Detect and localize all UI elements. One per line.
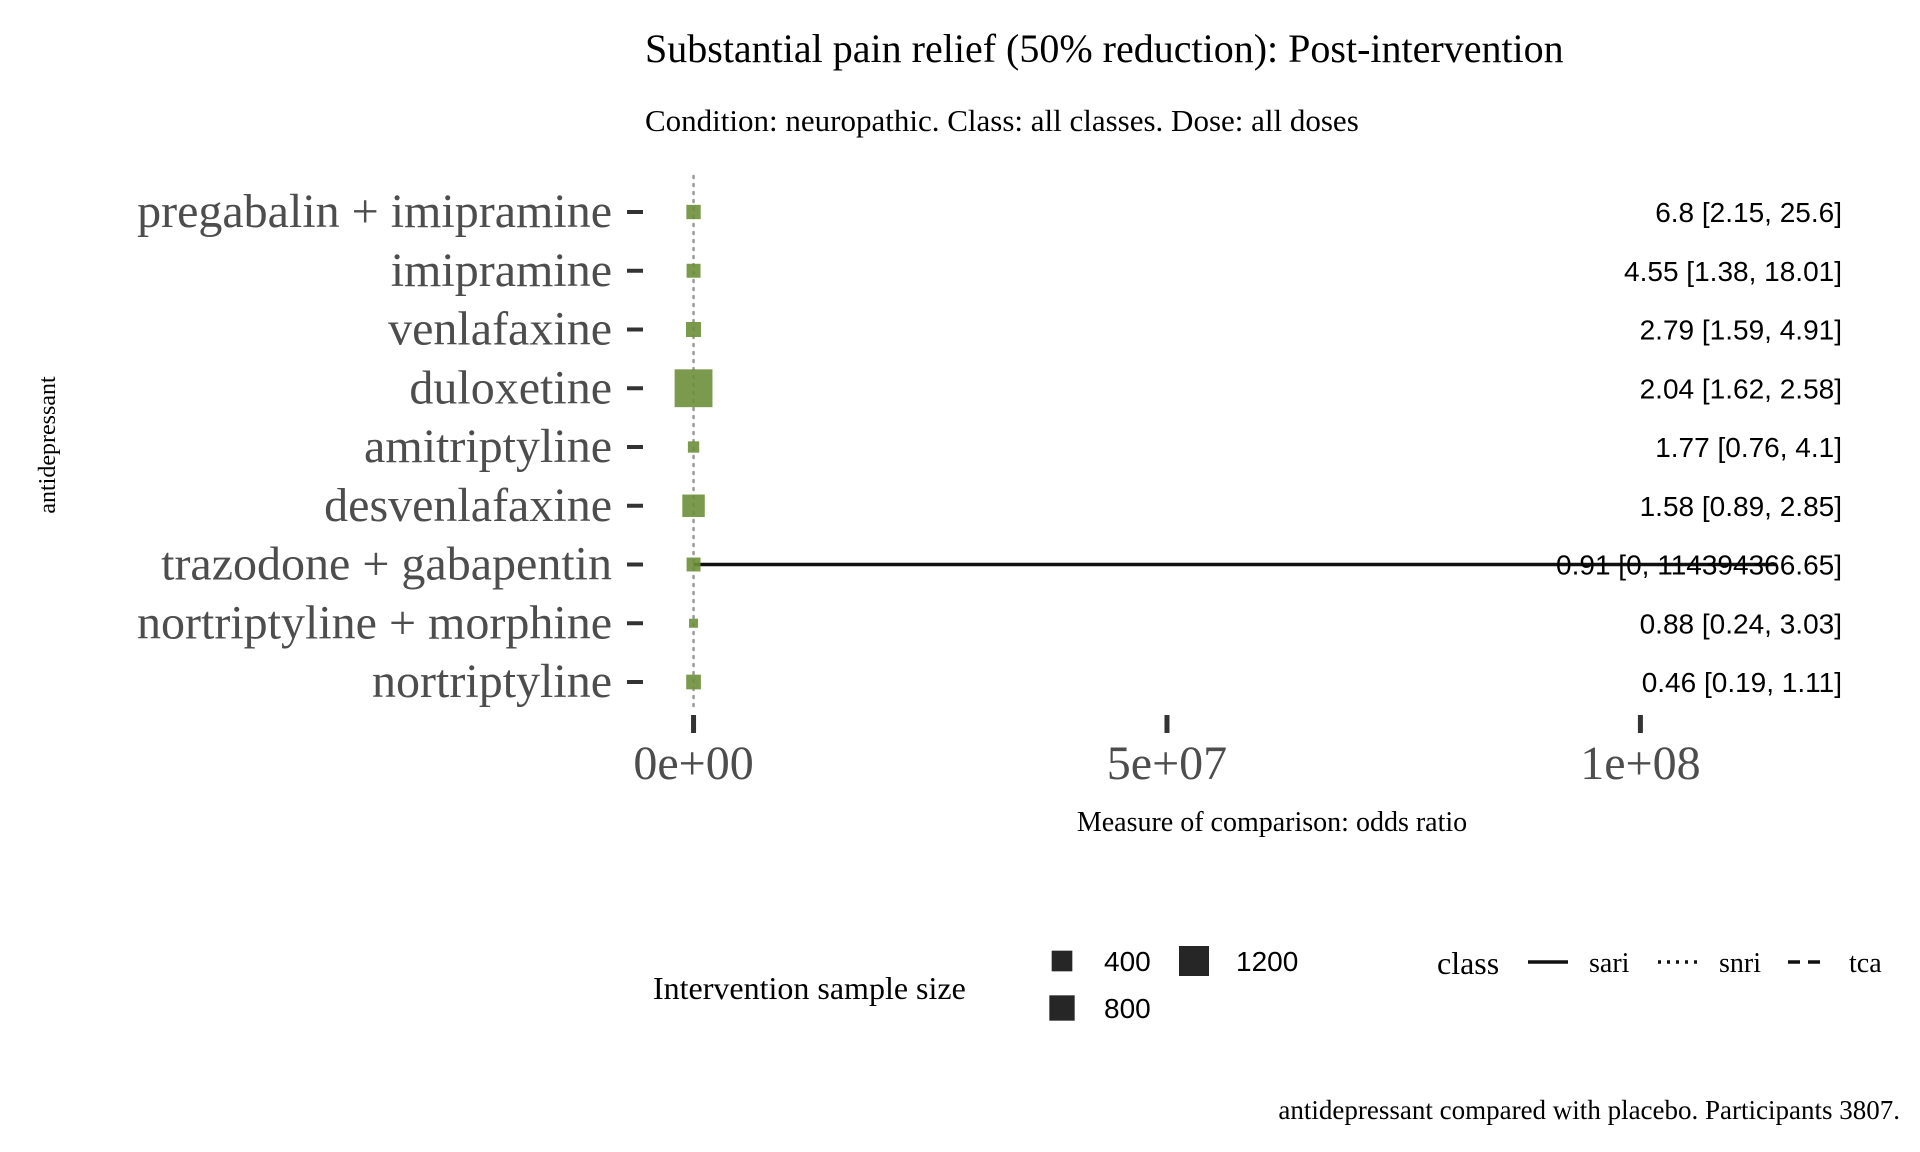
point-duloxetine xyxy=(674,369,713,408)
value-label-desvenlafaxine: 1.58 [0.89, 2.85] xyxy=(1640,491,1842,522)
x-tick-label-5e+07: 5e+07 xyxy=(1107,737,1227,790)
legend-class-label-tca: tca xyxy=(1849,948,1882,979)
legend-size-key-1200 xyxy=(1179,946,1209,976)
legend-size-key-400 xyxy=(1051,950,1073,972)
value-label-nortriptyline: 0.46 [0.19, 1.11] xyxy=(1642,667,1842,698)
legend-size-title: Intervention sample size xyxy=(653,970,966,1006)
legend-size-label-1200: 1200 xyxy=(1236,946,1298,977)
point-amitriptyline xyxy=(687,441,700,453)
value-label-amitriptyline: 1.77 [0.76, 4.1] xyxy=(1655,432,1842,463)
point-imipramine xyxy=(686,263,701,278)
y-tick-label-duloxetine: duloxetine xyxy=(409,361,612,414)
y-tick-label-nortriptyline: nortriptyline xyxy=(372,655,612,708)
y-axis-title: antidepressant xyxy=(35,376,61,514)
y-tick-label-amitriptyline: amitriptyline xyxy=(364,420,612,473)
value-label-venlafaxine: 2.79 [1.59, 4.91] xyxy=(1640,315,1842,346)
value-label-duloxetine: 2.04 [1.62, 2.58] xyxy=(1640,373,1842,404)
y-tick-label-trazodone-gabapentin: trazodone + gabapentin xyxy=(161,538,612,591)
x-tick-label-1e+08: 1e+08 xyxy=(1580,737,1700,790)
point-venlafaxine xyxy=(686,321,702,338)
value-label-imipramine: 4.55 [1.38, 18.01] xyxy=(1624,256,1842,287)
chart-title: Substantial pain relief (50% reduction):… xyxy=(645,26,1564,71)
value-label-pregabalin-imipramine: 6.8 [2.15, 25.6] xyxy=(1655,197,1842,228)
point-trazodone-gabapentin xyxy=(686,557,701,572)
point-pregabalin-imipramine xyxy=(686,204,701,220)
y-tick-label-nortriptyline-morphine: nortriptyline + morphine xyxy=(137,596,612,649)
y-tick-label-desvenlafaxine: desvenlafaxine xyxy=(324,479,612,532)
y-tick-label-pregabalin-imipramine: pregabalin + imipramine xyxy=(137,185,612,238)
value-label-nortriptyline-morphine: 0.88 [0.24, 3.03] xyxy=(1640,608,1842,639)
legend-size-key-800 xyxy=(1049,995,1075,1021)
y-tick-label-venlafaxine: venlafaxine xyxy=(388,303,612,356)
legend-class-title: class xyxy=(1437,945,1499,981)
value-label-trazodone-gabapentin: 0.91 [0, 114394366.65] xyxy=(1556,550,1842,581)
legend-size-label-800: 800 xyxy=(1104,993,1151,1024)
x-tick-label-0e+00: 0e+00 xyxy=(633,737,753,790)
chart-subtitle: Condition: neuropathic. Class: all class… xyxy=(645,103,1359,138)
legend: Intervention sample size class 400 800 120… xyxy=(653,945,1882,1024)
point-nortriptyline-morphine xyxy=(689,618,699,628)
plot-area: pregabalin + imipramine 6.8 [2.15, 25.6] i… xyxy=(137,174,1842,790)
legend-class-label-sari: sari xyxy=(1589,948,1630,979)
point-nortriptyline xyxy=(686,674,701,690)
legend-size-label-400: 400 xyxy=(1104,946,1151,977)
y-tick-label-imipramine: imipramine xyxy=(391,244,612,297)
legend-class-label-snri: snri xyxy=(1719,948,1761,979)
x-axis-title: Measure of comparison: odds ratio xyxy=(1077,807,1467,838)
point-desvenlafaxine xyxy=(682,494,705,517)
chart-caption: antidepressant compared with placebo. Pa… xyxy=(1278,1095,1900,1125)
